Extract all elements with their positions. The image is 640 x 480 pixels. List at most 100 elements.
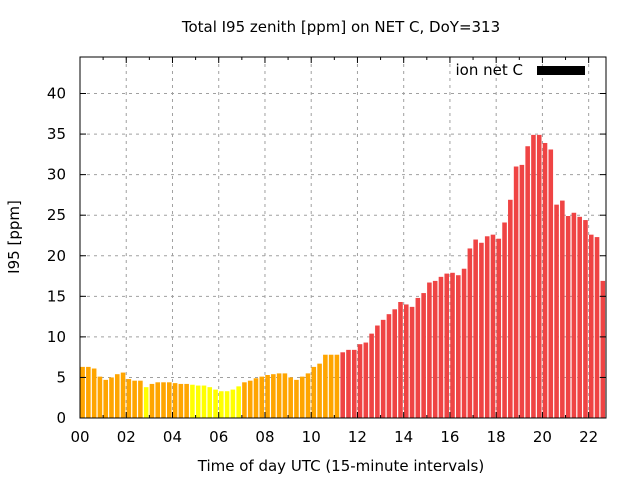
bars [80, 134, 606, 418]
bar [219, 391, 224, 418]
bar [132, 380, 137, 418]
bar [236, 386, 241, 418]
bar [161, 382, 166, 418]
bar [461, 268, 467, 418]
bar [415, 297, 421, 418]
bar [230, 389, 236, 418]
x-tick-label: 08 [255, 428, 274, 446]
bar [600, 280, 606, 418]
bar [91, 368, 97, 418]
x-tick-label: 10 [302, 428, 321, 446]
bar [97, 376, 103, 418]
bar [294, 379, 299, 418]
bar [224, 391, 230, 418]
y-tick-label: 35 [47, 125, 66, 143]
y-tick-labels: 0 5 10 15 20 25 30 35 40 [47, 85, 66, 427]
y-axis-label: I95 [ppm] [5, 200, 23, 274]
bar [143, 387, 149, 418]
bar [496, 238, 502, 418]
bar [253, 378, 259, 418]
bar [120, 372, 126, 418]
x-tick-label: 20 [533, 428, 552, 446]
bar [334, 354, 340, 418]
bar [172, 383, 178, 418]
bar [560, 200, 565, 418]
bar [242, 382, 247, 418]
bar [184, 383, 189, 418]
bar [288, 377, 293, 418]
bar [386, 314, 392, 418]
legend: ion net C [456, 61, 585, 79]
y-tick-label: 5 [56, 368, 66, 386]
x-tick-label: 12 [348, 428, 367, 446]
bar [531, 134, 536, 418]
bar [450, 272, 455, 418]
y-tick-label: 20 [47, 247, 66, 265]
bar [508, 199, 513, 418]
bar [109, 377, 114, 418]
y-tick-label: 25 [47, 206, 66, 224]
ticks [79, 57, 606, 419]
x-tick-label: 00 [70, 428, 89, 446]
bar [213, 389, 218, 418]
bar [536, 134, 542, 418]
bar [178, 383, 184, 418]
bar [542, 142, 548, 418]
bar [525, 146, 530, 418]
bar [126, 379, 132, 418]
y-tick-label: 0 [56, 409, 66, 427]
bar [328, 354, 334, 418]
bar [282, 373, 288, 418]
legend-label: ion net C [456, 61, 523, 79]
bar [571, 212, 577, 418]
bar [340, 352, 345, 418]
bar [149, 383, 155, 418]
bar [346, 349, 351, 418]
bar [317, 363, 322, 418]
plot-frame [79, 56, 607, 419]
bar [583, 220, 588, 418]
y-tick-label: 10 [47, 328, 66, 346]
bar [490, 234, 496, 418]
y-tick-label: 40 [47, 85, 66, 103]
x-axis-label: Time of day UTC (15-minute intervals) [197, 457, 484, 475]
bar [588, 234, 594, 418]
bar [201, 385, 207, 418]
bar [357, 344, 363, 418]
x-tick-labels: 00 02 04 06 08 10 12 14 16 18 20 22 [70, 428, 598, 446]
bar [114, 374, 120, 418]
bar [519, 164, 525, 418]
bar [259, 376, 265, 418]
bar [138, 380, 143, 418]
bar [80, 366, 85, 418]
bar [473, 239, 478, 418]
legend-swatch [537, 66, 585, 75]
bar [577, 216, 582, 418]
bar [311, 366, 317, 418]
y-tick-label: 30 [47, 166, 66, 184]
chart-title: Total I95 zenith [ppm] on NET C, DoY=313 [181, 18, 500, 36]
bar [375, 325, 380, 418]
bar [432, 280, 438, 418]
bar [409, 306, 415, 418]
bar [565, 216, 571, 418]
bar [103, 379, 109, 418]
x-tick-label: 04 [163, 428, 182, 446]
bar [548, 149, 554, 418]
bar [392, 309, 398, 418]
bar [438, 276, 444, 418]
y-tick-label: 15 [47, 287, 66, 305]
bar [247, 380, 253, 418]
bar [190, 384, 195, 418]
bar [467, 248, 473, 418]
bar [86, 366, 91, 418]
bar [427, 282, 432, 418]
bar [421, 293, 426, 418]
bar [351, 349, 357, 418]
bar [265, 375, 270, 418]
x-tick-label: 16 [440, 428, 459, 446]
bar [444, 273, 450, 418]
x-tick-label: 06 [209, 428, 228, 446]
bar [155, 382, 161, 418]
